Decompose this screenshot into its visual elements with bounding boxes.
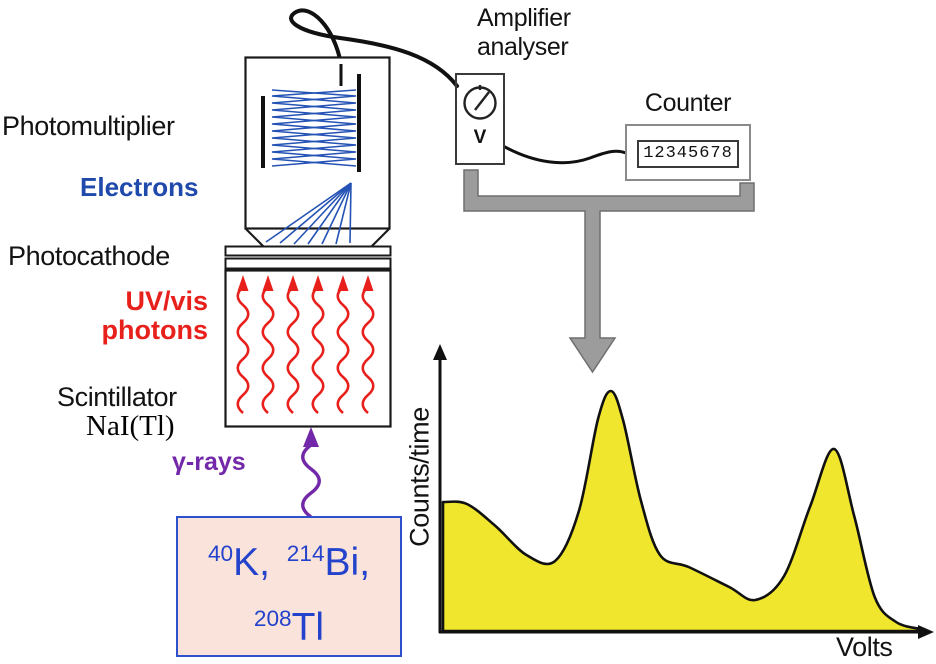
x-axis-label: Volts	[836, 632, 893, 662]
pmt-to-amplifier-wire	[289, 8, 459, 88]
x-axis-arrow-icon	[918, 625, 934, 639]
separator: ,	[259, 541, 270, 584]
signal-flow-arrow-icon	[463, 169, 755, 374]
isotope-line-2: 208Tl	[178, 591, 400, 656]
scintillator-crystal	[224, 269, 392, 428]
electron-paths	[265, 182, 352, 245]
counter-label: Counter	[644, 89, 732, 117]
photocathode-label: Photocathode	[8, 241, 170, 271]
isotope-tl208: 208Tl	[254, 606, 324, 649]
counter-box: 12345678	[625, 124, 751, 181]
isotope-symbol: Bi	[324, 541, 360, 584]
counter-display: 12345678	[637, 140, 739, 168]
uv-photons-label: UV/vis photons	[40, 286, 208, 346]
isotope-mass: 214	[286, 541, 325, 566]
voltmeter-label: V	[473, 127, 487, 148]
uv-vis-line: UV/vis	[125, 286, 208, 316]
isotope-k40: 40K,	[208, 541, 270, 584]
electrons-label: Electrons	[80, 172, 199, 202]
amplifier-to-counter-wire	[503, 145, 628, 165]
isotope-symbol: K	[233, 541, 260, 584]
isotope-mass: 40	[207, 541, 234, 566]
separator: ,	[359, 541, 371, 584]
photocathode-plate	[224, 245, 392, 270]
amplifier-label-line2: analyser	[477, 33, 569, 61]
gamma-rays-label: γ-rays	[172, 448, 246, 476]
isotope-mass: 208	[253, 606, 292, 631]
crystal-label: NaI(Tl)	[86, 410, 175, 442]
amplifier-label-line1: Amplifier	[477, 4, 571, 32]
isotope-line-1: 40K, 214Bi,	[178, 526, 400, 591]
photomultiplier-label: Photomultiplier	[2, 111, 175, 141]
amplifier-analyser-label: Amplifier analyser	[477, 4, 571, 62]
isotope-symbol: Tl	[291, 606, 325, 649]
chart-axes	[438, 356, 922, 634]
isotope-bi214: 214Bi,	[287, 541, 370, 584]
voltmeter-gauge-icon	[463, 85, 497, 120]
isotope-source-box: 40K, 214Bi, 208Tl	[176, 516, 402, 657]
photons-line: photons	[101, 315, 208, 346]
electron-cascade	[271, 89, 357, 167]
gamma-ray-arrow	[301, 425, 321, 519]
spectrum-area	[441, 389, 922, 633]
scintillator-label: Scintillator	[57, 382, 177, 412]
photomultiplier-tube	[244, 56, 391, 251]
y-axis-label: Counts/time	[404, 407, 435, 547]
y-axis-arrow-icon	[433, 344, 447, 360]
dynode-stack	[261, 64, 361, 172]
amplifier-analyser-box: V	[455, 73, 505, 165]
